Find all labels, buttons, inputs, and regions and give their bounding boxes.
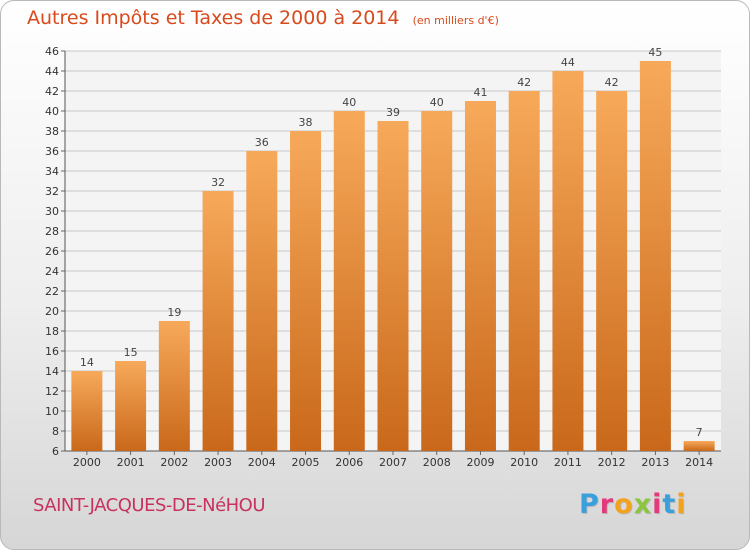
- title-row: Autres Impôts et Taxes de 2000 à 2014 (e…: [27, 7, 499, 29]
- logo-letter: r: [599, 489, 615, 520]
- logo-letter: P: [579, 489, 600, 520]
- commune-name: SAINT-JACQUES-DE-NéHOU: [33, 495, 266, 516]
- x-tick-label: 2006: [335, 456, 363, 469]
- bar: [421, 111, 453, 451]
- logo-letter: o: [614, 489, 634, 520]
- y-tick-label: 28: [45, 225, 59, 238]
- y-tick-label: 34: [45, 165, 59, 178]
- x-tick-label: 2005: [292, 456, 320, 469]
- y-tick-label: 38: [45, 125, 59, 138]
- y-tick-label: 6: [52, 445, 59, 458]
- x-tick-label: 2012: [598, 456, 626, 469]
- data-label: 42: [517, 76, 531, 89]
- y-tick-label: 26: [45, 245, 59, 258]
- x-tick-label: 2010: [510, 456, 538, 469]
- data-label: 39: [386, 106, 400, 119]
- y-tick-label: 18: [45, 325, 59, 338]
- y-tick-label: 12: [45, 385, 59, 398]
- x-tick-label: 2007: [379, 456, 407, 469]
- bar: [246, 151, 278, 451]
- data-label: 32: [211, 176, 225, 189]
- x-tick-label: 2008: [423, 456, 451, 469]
- chart-subtitle: (en milliers d'€): [412, 14, 499, 27]
- y-tick-label: 14: [45, 365, 59, 378]
- bar: [202, 191, 234, 451]
- data-label: 40: [342, 96, 356, 109]
- y-tick-label: 40: [45, 105, 59, 118]
- y-tick-label: 22: [45, 285, 59, 298]
- logo-letter: i: [676, 489, 687, 520]
- bar: [552, 71, 584, 451]
- x-tick-label: 2004: [248, 456, 276, 469]
- logo-letter: i: [652, 489, 663, 520]
- x-tick-label: 2011: [554, 456, 582, 469]
- bar: [596, 91, 628, 451]
- logo-letter: t: [662, 489, 677, 520]
- y-tick-label: 20: [45, 305, 59, 318]
- y-tick-label: 32: [45, 185, 59, 198]
- bar: [158, 321, 190, 451]
- data-label: 14: [80, 356, 94, 369]
- data-label: 38: [299, 116, 313, 129]
- data-label: 41: [473, 86, 487, 99]
- x-tick-label: 2003: [204, 456, 232, 469]
- y-tick-label: 42: [45, 85, 59, 98]
- data-label: 19: [167, 306, 181, 319]
- x-tick-label: 2002: [160, 456, 188, 469]
- bar: [115, 361, 147, 451]
- y-tick-label: 24: [45, 265, 59, 278]
- y-tick-label: 16: [45, 345, 59, 358]
- proxiti-logo: Proxiti: [579, 489, 687, 520]
- bar: [639, 61, 671, 451]
- data-label: 44: [561, 56, 575, 69]
- bar: [377, 121, 409, 451]
- data-label: 15: [124, 346, 138, 359]
- chart-title: Autres Impôts et Taxes de 2000 à 2014: [27, 7, 400, 29]
- bar: [508, 91, 540, 451]
- x-tick-label: 2013: [641, 456, 669, 469]
- x-tick-label: 2001: [117, 456, 145, 469]
- bar: [333, 111, 365, 451]
- y-tick-label: 36: [45, 145, 59, 158]
- bar-chart: 6 8 10 12 14 16 18 20 22 24 26 28 30 32 34 36 38 40 42 44 46…: [45, 45, 721, 469]
- x-tick-label: 2000: [73, 456, 101, 469]
- y-tick-label: 30: [45, 205, 59, 218]
- bar: [290, 131, 322, 451]
- y-tick-label: 8: [52, 425, 59, 438]
- logo-letter: x: [633, 489, 653, 520]
- bar: [71, 371, 103, 451]
- data-label: 7: [696, 426, 703, 439]
- x-tick-label: 2009: [466, 456, 494, 469]
- y-tick-label: 44: [45, 65, 59, 78]
- data-label: 40: [430, 96, 444, 109]
- y-tick-label: 10: [45, 405, 59, 418]
- bar: [683, 441, 715, 451]
- y-tick-label: 46: [45, 45, 59, 58]
- data-label: 42: [605, 76, 619, 89]
- x-tick-label: 2014: [685, 456, 713, 469]
- bar: [464, 101, 496, 451]
- data-label: 36: [255, 136, 269, 149]
- data-label: 45: [648, 46, 662, 59]
